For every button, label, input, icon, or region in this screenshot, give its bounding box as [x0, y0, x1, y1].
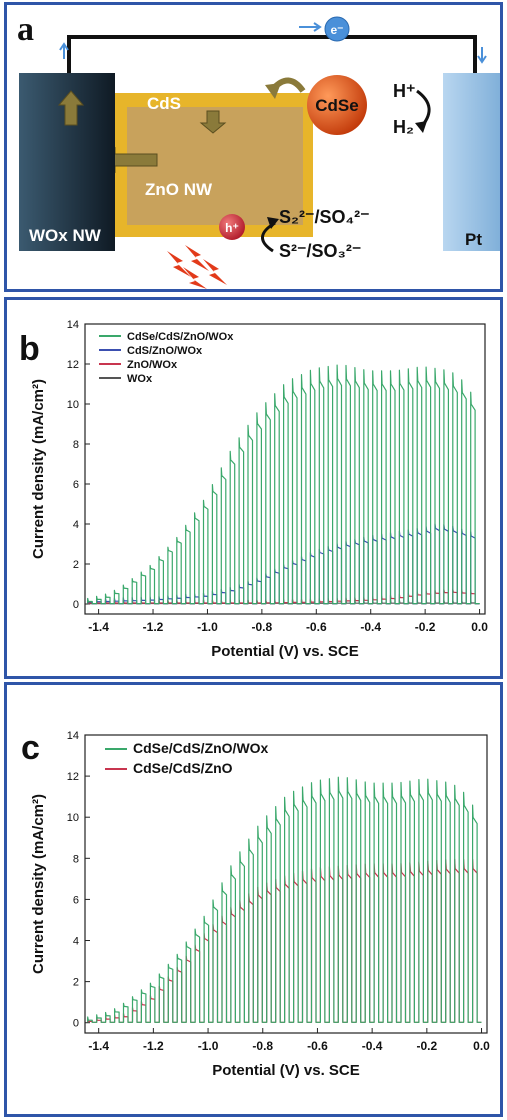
sulfite-label: S²⁻/SO₃²⁻	[279, 241, 361, 261]
x-tick-label: -0.6	[307, 1039, 328, 1053]
s-reaction-arrowhead-icon	[267, 217, 279, 229]
legend-label: CdSe/CdS/ZnO	[133, 760, 233, 776]
legend-label: CdSe/CdS/ZnO/WOx	[133, 740, 269, 756]
panel-letter-b: b	[19, 330, 40, 368]
electron-label: e⁻	[330, 23, 343, 37]
hole-label: h⁺	[225, 221, 239, 235]
x-tick-label: -0.2	[415, 620, 436, 634]
up-arrow-icon	[57, 90, 85, 126]
legend-label: WOx	[127, 373, 153, 385]
y-tick-label: 4	[73, 936, 79, 948]
y-tick-label: 12	[67, 359, 79, 371]
cds-label: CdS	[147, 94, 181, 113]
x-axis-label: Potential (V) vs. SCE	[212, 1062, 360, 1079]
y-tick-label: 14	[67, 730, 79, 742]
cdse-transfer-arrowhead-icon	[265, 83, 281, 99]
pt-electrode	[443, 73, 500, 251]
y-tick-label: 14	[67, 319, 79, 331]
hplus-label: H⁺	[393, 81, 416, 101]
y-tick-label: 4	[73, 519, 79, 531]
circuit-wire	[67, 35, 477, 73]
h-reaction-arrow	[416, 89, 431, 129]
x-tick-label: 0.0	[473, 1039, 490, 1053]
electron-icon	[324, 16, 350, 42]
legend-label: CdS/ZnO/WOx	[127, 345, 203, 357]
cdse-label: CdSe	[315, 96, 358, 115]
x-tick-label: -0.4	[360, 620, 381, 634]
y-tick-label: 0	[73, 599, 79, 611]
schematic-diagram: e⁻ CdS ZnO NW WOx NW CdSe Pt H⁺ H₂ h⁺ S₂…	[19, 16, 500, 289]
wire-arrow-down-icon	[477, 47, 487, 64]
x-tick-label: -0.8	[252, 620, 273, 634]
x-tick-label: -1.4	[88, 620, 109, 634]
y-tick-label: 2	[73, 559, 79, 571]
x-tick-label: -1.0	[197, 620, 218, 634]
y-tick-label: 6	[73, 479, 79, 491]
y-tick-label: 0	[73, 1018, 79, 1030]
y-tick-label: 8	[73, 853, 79, 865]
h2-label: H₂	[393, 117, 414, 137]
light-icon	[167, 245, 227, 289]
y-tick-label: 2	[73, 977, 79, 989]
x-tick-label: 0.0	[471, 620, 488, 634]
x-tick-label: -1.0	[198, 1039, 219, 1053]
panel-letter-c: c	[21, 729, 40, 767]
y-axis-label: Current density (mA/cm²)	[30, 794, 47, 974]
panel-b-chart: b 0 2 4 6 8 10 12 14 -1.4 -1.2 -1.0 -0.8 -0.6 -0.4 -0.2…	[4, 297, 503, 679]
wire-arrow-up-icon	[59, 42, 69, 59]
x-tick-label: -0.4	[362, 1039, 383, 1053]
h-reaction-arrowhead-icon	[415, 121, 427, 133]
x-tick-label: -0.2	[416, 1039, 437, 1053]
y-tick-label: 10	[67, 812, 79, 824]
hole-icon	[219, 214, 245, 240]
series-line	[87, 364, 480, 605]
down-arrow-icon	[199, 110, 227, 134]
x-tick-label: -0.8	[252, 1039, 273, 1053]
series-line	[87, 776, 482, 1023]
cdse-particle	[307, 75, 367, 135]
x-tick-label: -0.6	[306, 620, 327, 634]
x-axis-label: Potential (V) vs. SCE	[211, 643, 359, 660]
x-tick-label: -1.2	[143, 1039, 164, 1053]
y-tick-label: 8	[73, 439, 79, 451]
sulfate-label: S₂²⁻/SO₄²⁻	[279, 207, 370, 227]
chart-b-svg: b 0 2 4 6 8 10 12 14 -1.4 -1.2 -1.0 -0.8 -0.6 -0.4 -0.2…	[19, 319, 488, 660]
y-axis-label: Current density (mA/cm²)	[30, 379, 47, 559]
electron-flow-arrow-icon	[299, 22, 322, 32]
legend-label: ZnO/WOx	[127, 359, 178, 371]
zno-label: ZnO NW	[145, 180, 213, 199]
pt-label: Pt	[465, 230, 482, 249]
x-tick-label: -1.4	[88, 1039, 109, 1053]
x-tick-label: -1.2	[143, 620, 164, 634]
panel-a-schematic: a e⁻	[4, 2, 503, 292]
y-tick-label: 6	[73, 894, 79, 906]
y-tick-label: 10	[67, 399, 79, 411]
chart-c-svg: c 0 2 4 6 8 10 12 14 -1.4 -1.2 -1.0 -0.8 -0.6 -0.4 -0.2…	[21, 729, 490, 1079]
plot-frame	[84, 734, 488, 1034]
legend-label: CdSe/CdS/ZnO/WOx	[127, 331, 234, 343]
panel-letter-a: a	[17, 11, 34, 48]
panel-c-chart: c 0 2 4 6 8 10 12 14 -1.4 -1.2 -1.0 -0.8 -0.6 -0.4 -0.2…	[4, 682, 503, 1117]
y-tick-label: 12	[67, 771, 79, 783]
plot-frame	[84, 323, 486, 615]
wox-label: WOx NW	[29, 226, 102, 245]
